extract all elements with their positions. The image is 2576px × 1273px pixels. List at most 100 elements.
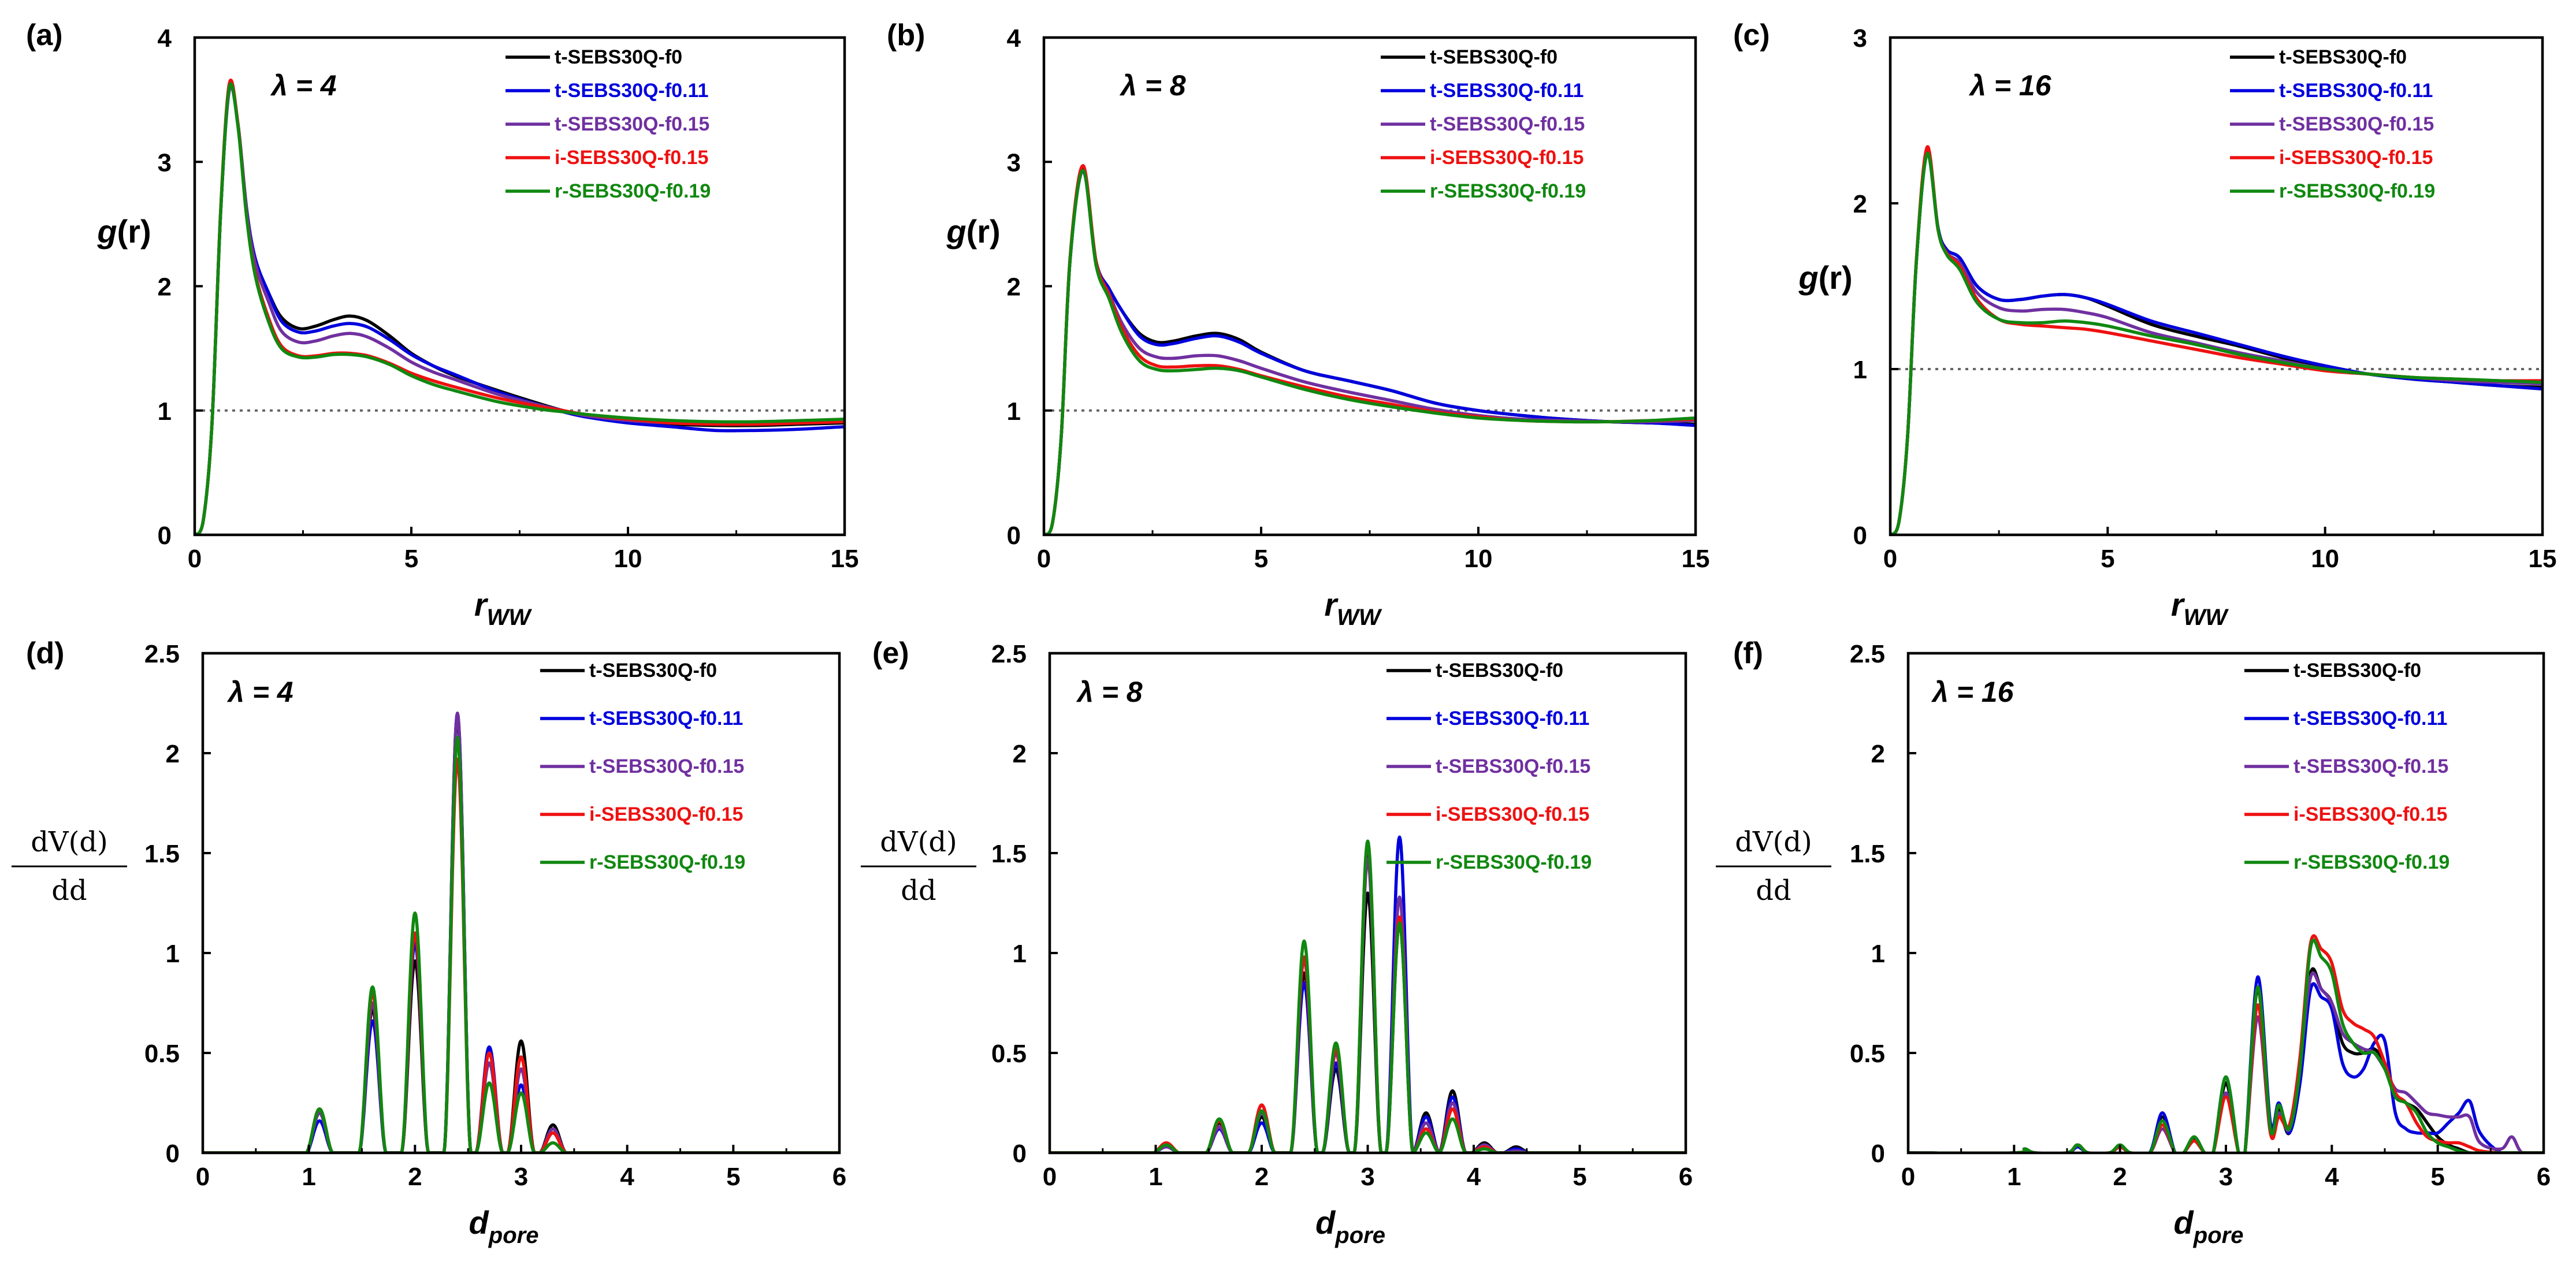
plot-frame (1042, 36, 1697, 537)
x-axis-label: rWW (474, 586, 533, 630)
legend-entry: t-SEBS30Q-f0.11 (555, 80, 708, 102)
series-line-t-SEBS30Q-f0.15 (1050, 857, 1686, 1154)
y-tick-label: 4 (158, 24, 172, 53)
x-tick-label: 0 (1883, 545, 1897, 573)
y-tick-label: 0 (166, 1140, 180, 1168)
x-tick-label: 15 (1682, 545, 1710, 573)
y-tick-label: 1 (166, 940, 180, 968)
y-axis-label-numerator: dV(d) (31, 826, 108, 858)
series-line-r-SEBS30Q-f0.19 (203, 735, 839, 1154)
x-tick-label: 3 (514, 1163, 528, 1191)
plot-frame (1889, 36, 2544, 537)
y-tick-label: 2 (1853, 190, 1867, 218)
legend: t-SEBS30Q-f0 t-SEBS30Q-f0.11 t-SEBS30Q-f0.… (1386, 660, 1592, 873)
x-tick-label: 0 (188, 545, 202, 573)
x-tick-label: 0 (1037, 545, 1051, 573)
x-tick-label: 10 (2311, 545, 2339, 573)
series-group (203, 712, 839, 1154)
y-axis-label: g(r) (96, 213, 151, 250)
legend: t-SEBS30Q-f0 t-SEBS30Q-f0.11 t-SEBS30Q-f0.… (2244, 660, 2449, 873)
y-tick-label: 2 (1007, 273, 1021, 302)
y-tick-label: 2.5 (991, 640, 1027, 668)
panel-label: (a) (26, 18, 63, 52)
series-line-i-SEBS30Q-f0.15 (195, 79, 845, 536)
y-tick-label: 1 (1013, 940, 1027, 968)
y-tick-label: 1 (158, 397, 172, 426)
series-group (1044, 163, 1696, 536)
legend: t-SEBS30Q-f0 t-SEBS30Q-f0.11 t-SEBS30Q-f0.… (540, 660, 745, 873)
y-axis-label-paren: (r) (967, 213, 1001, 250)
x-tick-label: 5 (2430, 1163, 2444, 1191)
series-line-r-SEBS30Q-f0.19 (1890, 152, 2542, 536)
legend-entry: r-SEBS30Q-f0.19 (2279, 180, 2435, 202)
x-tick-label: 4 (2325, 1163, 2339, 1191)
plot-frame (1048, 652, 1687, 1155)
x-tick-label: 2 (408, 1163, 422, 1191)
legend-entry: t-SEBS30Q-f0.11 (2279, 80, 2433, 102)
legend-entry: r-SEBS30Q-f0.19 (2294, 851, 2449, 873)
series-group (1908, 934, 2544, 1154)
y-tick-label: 2 (1871, 740, 1885, 768)
legend-entry: i-SEBS30Q-f0.15 (2294, 803, 2447, 825)
y-tick-label: 2 (158, 273, 172, 302)
legend-entry: i-SEBS30Q-f0.15 (589, 803, 743, 825)
x-tick-label: 5 (1254, 545, 1268, 573)
legend-entry: t-SEBS30Q-f0 (555, 46, 682, 68)
lambda-annotation: λ = 8 (1119, 69, 1186, 102)
y-axis-label: g(r) (946, 213, 1000, 250)
x-axis-label-main: r (2171, 586, 2185, 623)
series-line-t-SEBS30Q-f0.11 (1050, 835, 1686, 1154)
y-tick-label: 2 (1013, 740, 1027, 768)
lambda-annotation: λ = 4 (226, 676, 293, 708)
panel-label: (d) (26, 636, 64, 670)
legend-entry: t-SEBS30Q-f0 (589, 660, 717, 682)
x-axis-label-sub: WW (487, 605, 533, 630)
x-tick-label: 6 (832, 1163, 846, 1191)
legend-entry: t-SEBS30Q-f0.15 (1430, 113, 1585, 135)
x-axis-label-main: d (469, 1204, 490, 1241)
legend-entry: t-SEBS30Q-f0.11 (1430, 80, 1583, 102)
x-tick-label: 15 (2529, 545, 2557, 573)
x-axis-label-sub: WW (2184, 605, 2229, 630)
y-tick-label: 1 (1871, 940, 1885, 968)
series-line-t-SEBS30Q-f0 (1050, 891, 1686, 1154)
legend-entry: t-SEBS30Q-f0.15 (589, 755, 744, 777)
lambda-annotation: λ = 16 (1931, 676, 2014, 708)
y-axis-label-denominator: dd (901, 874, 936, 907)
legend-entry: t-SEBS30Q-f0.15 (1436, 755, 1590, 777)
legend-entry: t-SEBS30Q-f0.11 (1436, 708, 1589, 729)
x-tick-label: 1 (1148, 1163, 1162, 1191)
y-axis-label-main: g (96, 213, 117, 250)
series-line-t-SEBS30Q-f0.15 (1044, 169, 1696, 536)
x-tick-label: 4 (1467, 1163, 1481, 1191)
panel-d: (d) 0 1 2 3 4 5 6 0 0.5 1 1.5 2 2.5 λ = 4 dpore dV(d) dd t… (12, 636, 846, 1248)
legend-entry: t-SEBS30Q-f0.11 (2294, 708, 2447, 729)
legend: t-SEBS30Q-f0 t-SEBS30Q-f0.11 t-SEBS30Q-f0.… (2230, 46, 2435, 202)
x-tick-label: 6 (2537, 1163, 2551, 1191)
y-tick-label: 0.5 (991, 1040, 1027, 1068)
x-axis-label-sub: pore (488, 1223, 539, 1248)
lambda-annotation: λ = 16 (1968, 69, 2052, 102)
x-tick-label: 0 (1043, 1163, 1057, 1191)
x-tick-label: 2 (2113, 1163, 2127, 1191)
y-tick-label: 0 (1007, 522, 1021, 550)
x-axis-label-sub: pore (2193, 1223, 2244, 1248)
y-axis-label-denominator: dd (51, 874, 87, 907)
y-tick-label: 1.5 (991, 840, 1027, 868)
y-tick-label: 0 (158, 522, 172, 550)
lambda-annotation: λ = 4 (270, 69, 337, 102)
y-axis-label-denominator: dd (1756, 874, 1791, 907)
y-tick-label: 0 (1853, 522, 1867, 550)
y-tick-label: 3 (1007, 148, 1021, 177)
series-line-t-SEBS30Q-f0.11 (1908, 975, 2544, 1154)
series-line-t-SEBS30Q-f0.15 (1908, 971, 2544, 1154)
x-axis-label: dpore (2174, 1204, 2244, 1248)
y-axis-label-numerator: dV(d) (1735, 826, 1812, 858)
x-axis-label: rWW (1324, 586, 1382, 630)
x-tick-label: 3 (2219, 1163, 2233, 1191)
panel-label: (f) (1733, 636, 1763, 670)
x-tick-label: 0 (1901, 1163, 1915, 1191)
legend-entry: t-SEBS30Q-f0.15 (2279, 113, 2434, 135)
